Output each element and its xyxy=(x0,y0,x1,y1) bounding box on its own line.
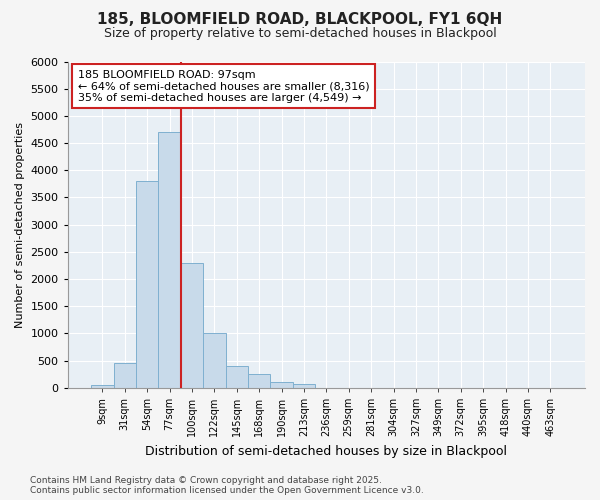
Text: 185, BLOOMFIELD ROAD, BLACKPOOL, FY1 6QH: 185, BLOOMFIELD ROAD, BLACKPOOL, FY1 6QH xyxy=(97,12,503,28)
Bar xyxy=(248,374,271,388)
Bar xyxy=(113,364,136,388)
X-axis label: Distribution of semi-detached houses by size in Blackpool: Distribution of semi-detached houses by … xyxy=(145,444,508,458)
Bar xyxy=(293,384,315,388)
Y-axis label: Number of semi-detached properties: Number of semi-detached properties xyxy=(15,122,25,328)
Text: Size of property relative to semi-detached houses in Blackpool: Size of property relative to semi-detach… xyxy=(104,28,496,40)
Bar xyxy=(271,382,293,388)
Bar xyxy=(226,366,248,388)
Bar xyxy=(91,385,113,388)
Bar xyxy=(203,334,226,388)
Bar xyxy=(158,132,181,388)
Text: Contains HM Land Registry data © Crown copyright and database right 2025.
Contai: Contains HM Land Registry data © Crown c… xyxy=(30,476,424,495)
Bar xyxy=(136,181,158,388)
Text: 185 BLOOMFIELD ROAD: 97sqm
← 64% of semi-detached houses are smaller (8,316)
35%: 185 BLOOMFIELD ROAD: 97sqm ← 64% of semi… xyxy=(78,70,370,103)
Bar xyxy=(181,262,203,388)
